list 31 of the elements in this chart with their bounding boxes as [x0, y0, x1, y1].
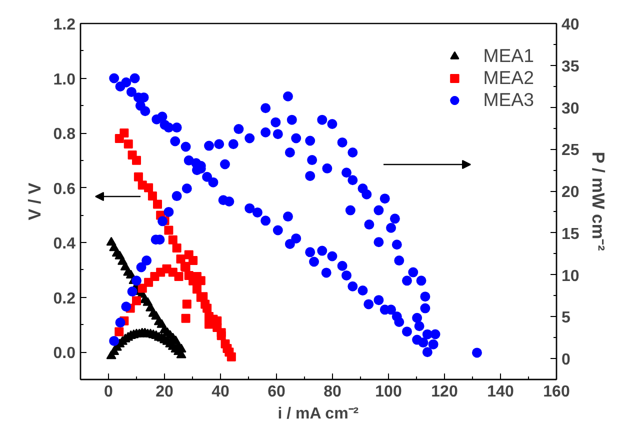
- y2-tick-label: 20: [562, 184, 580, 202]
- y2-tick-label: 10: [562, 268, 580, 285]
- y2-axis-title: P / mW cm⁻²: [588, 152, 608, 252]
- y-axis-title: V / V: [24, 182, 44, 220]
- x-tick-label: 140: [487, 384, 514, 400]
- x-tick-label: 40: [212, 384, 230, 400]
- y2-tick-label: 15: [562, 226, 580, 243]
- x-tick-label: 100: [375, 384, 402, 400]
- x-tick-label: 80: [324, 384, 342, 400]
- legend-label: MEA2: [483, 67, 534, 89]
- y-tick-label: 0.6: [53, 180, 76, 198]
- legend-label: MEA1: [483, 45, 534, 67]
- x-tick-label: 120: [431, 384, 458, 400]
- y2-tick-label: 30: [562, 100, 580, 118]
- y2-tick-label: 35: [562, 58, 580, 76]
- x-tick-label: 20: [156, 384, 174, 400]
- y-tick-label: 1.0: [53, 71, 76, 88]
- y-tick-label: 1.2: [53, 16, 76, 34]
- x-axis-title: i / mA cm⁻²: [278, 406, 359, 422]
- y2-tick-label: 0: [562, 352, 570, 369]
- y-tick-label: 0.0: [53, 345, 76, 362]
- y2-tick-label: 40: [562, 16, 580, 34]
- y-tick-label: 0.2: [53, 290, 76, 308]
- y-tick-label: 0.4: [53, 236, 76, 253]
- x-tick-label: 160: [543, 384, 570, 400]
- y2-tick-label: 25: [562, 142, 580, 160]
- y-tick-label: 0.8: [53, 126, 76, 144]
- x-tick-label: 0: [104, 384, 114, 400]
- legend-label: MEA3: [483, 89, 534, 111]
- y2-tick-label: 5: [562, 310, 570, 327]
- x-tick-label: 60: [268, 384, 286, 400]
